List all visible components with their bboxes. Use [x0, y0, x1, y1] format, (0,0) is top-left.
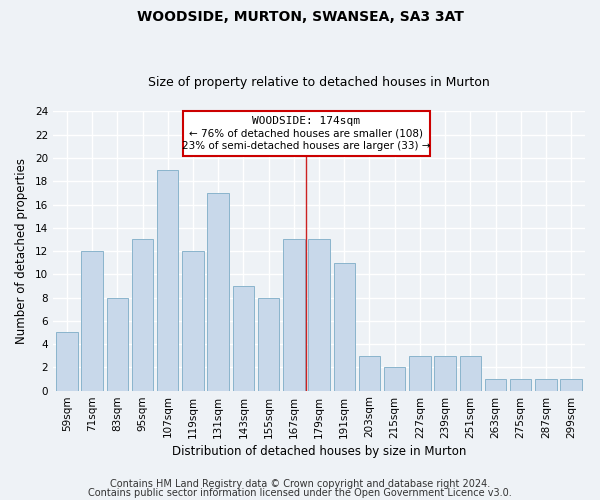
FancyBboxPatch shape: [183, 112, 430, 156]
Bar: [157, 170, 178, 390]
Text: WOODSIDE, MURTON, SWANSEA, SA3 3AT: WOODSIDE, MURTON, SWANSEA, SA3 3AT: [137, 10, 463, 24]
Bar: [308, 240, 330, 390]
Bar: [460, 356, 481, 390]
Bar: [82, 251, 103, 390]
Text: ← 76% of detached houses are smaller (108): ← 76% of detached houses are smaller (10…: [190, 128, 424, 138]
Text: Contains HM Land Registry data © Crown copyright and database right 2024.: Contains HM Land Registry data © Crown c…: [110, 479, 490, 489]
Text: WOODSIDE: 174sqm: WOODSIDE: 174sqm: [253, 116, 361, 126]
Bar: [359, 356, 380, 390]
Text: 23% of semi-detached houses are larger (33) →: 23% of semi-detached houses are larger (…: [182, 141, 431, 151]
Bar: [258, 298, 280, 390]
Bar: [334, 262, 355, 390]
X-axis label: Distribution of detached houses by size in Murton: Distribution of detached houses by size …: [172, 444, 466, 458]
Bar: [434, 356, 456, 390]
Bar: [233, 286, 254, 391]
Title: Size of property relative to detached houses in Murton: Size of property relative to detached ho…: [148, 76, 490, 90]
Bar: [132, 240, 153, 390]
Bar: [107, 298, 128, 390]
Y-axis label: Number of detached properties: Number of detached properties: [15, 158, 28, 344]
Bar: [409, 356, 431, 390]
Bar: [510, 379, 532, 390]
Bar: [485, 379, 506, 390]
Bar: [208, 193, 229, 390]
Text: Contains public sector information licensed under the Open Government Licence v3: Contains public sector information licen…: [88, 488, 512, 498]
Bar: [56, 332, 77, 390]
Bar: [182, 251, 203, 390]
Bar: [560, 379, 582, 390]
Bar: [283, 240, 305, 390]
Bar: [535, 379, 557, 390]
Bar: [384, 368, 406, 390]
